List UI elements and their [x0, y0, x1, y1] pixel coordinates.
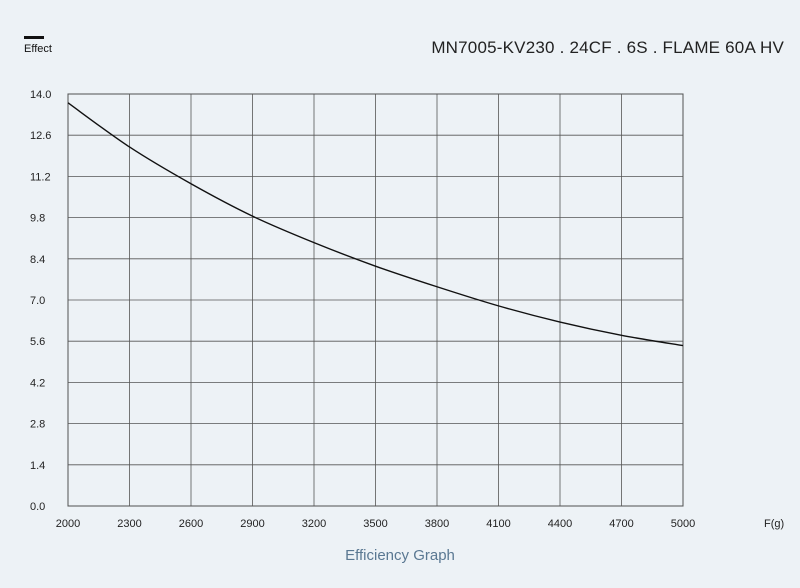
- x-tick-label: 4400: [548, 518, 572, 530]
- x-tick-label: 2900: [240, 518, 264, 530]
- y-tick-labels: 0.0 1.4 2.8 4.2 5.6 7.0 8.4 9.8 11.2 12.6 14.0: [30, 89, 51, 513]
- y-tick-label: 12.6: [30, 130, 51, 142]
- y-tick-label: 4.2: [30, 377, 45, 389]
- legend-swatch: [24, 36, 44, 39]
- y-tick-label: 14.0: [30, 89, 51, 101]
- x-axis-label: F(g): [764, 518, 784, 530]
- x-tick-label: 4100: [486, 518, 510, 530]
- y-tick-label: 11.2: [30, 171, 51, 183]
- x-tick-label: 3200: [302, 518, 326, 530]
- y-tick-label: 7.0: [30, 295, 45, 307]
- y-tick-label: 9.8: [30, 213, 45, 225]
- y-tick-label: 5.6: [30, 336, 45, 348]
- x-tick-label: 3500: [363, 518, 387, 530]
- x-tick-label: 2600: [179, 518, 203, 530]
- legend-label: Effect: [24, 43, 52, 55]
- chart-grid: [67, 93, 684, 507]
- series-line-effect: [67, 102, 684, 347]
- y-tick-label: 2.8: [30, 419, 45, 431]
- series-lines: [67, 102, 684, 347]
- x-tick-label: 2300: [117, 518, 141, 530]
- x-tick-label: 5000: [671, 518, 695, 530]
- x-tick-label: 4700: [609, 518, 633, 530]
- x-tick-labels: 2000 2300 2600 2900 3200 3500 3800 4100 4400 4700…: [56, 518, 695, 530]
- y-tick-label: 1.4: [30, 460, 45, 472]
- legend: Effect: [24, 36, 52, 55]
- y-tick-label: 0.0: [30, 501, 45, 513]
- chart-caption: Efficiency Graph: [345, 547, 455, 564]
- x-tick-label: 2000: [56, 518, 80, 530]
- y-tick-label: 8.4: [30, 254, 45, 266]
- x-tick-label: 3800: [425, 518, 449, 530]
- chart-title: MN7005-KV230 . 24CF . 6S . FLAME 60A HV: [431, 38, 784, 57]
